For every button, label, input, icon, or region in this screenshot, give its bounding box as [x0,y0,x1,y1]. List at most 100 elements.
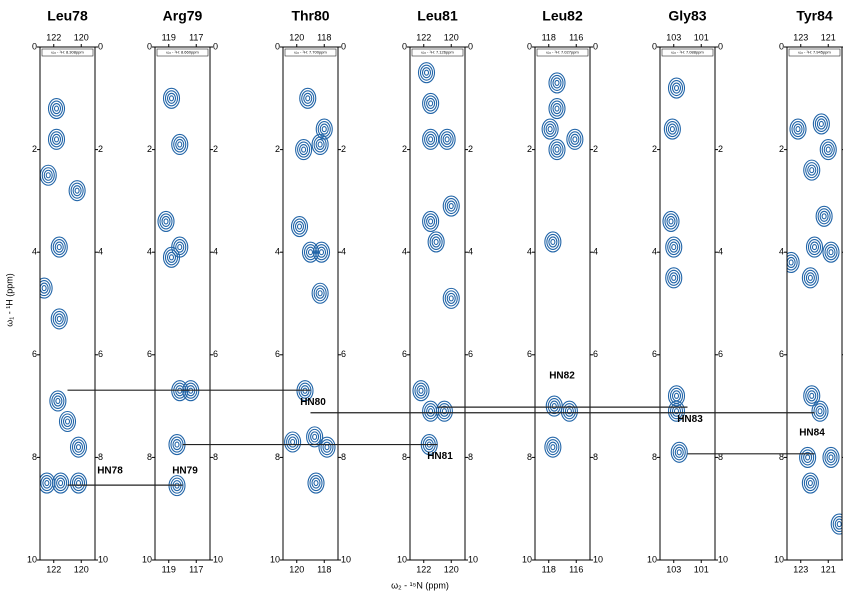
y-tick-label: 0 [147,41,152,51]
contour [42,286,46,291]
strip-header: ω₂ - ¹H: 7.027ppm [546,50,579,55]
y-tick-label: 6 [652,349,657,359]
peaks [413,63,459,455]
y-tick-label: 4 [402,247,407,257]
peak [567,129,583,149]
contour [322,127,326,132]
y-tick-label: 8 [593,452,598,462]
x-tick-label: 116 [569,564,583,574]
y-tick-label: 6 [779,349,784,359]
y-tick-label: 4 [213,247,218,257]
contour [806,455,810,460]
peak [312,283,328,303]
contour [57,478,65,488]
contour [440,406,448,416]
y-tick-label: 4 [341,247,346,257]
contour [73,186,81,196]
peak [783,252,799,272]
contour [44,170,52,180]
peak [439,129,455,149]
contour [837,522,841,527]
contour [429,219,433,224]
contour [311,432,319,442]
contour [173,440,181,450]
contour [548,127,552,132]
strip-header: ω₂ - ¹H: 8.660ppm [166,50,199,55]
peak [319,437,335,457]
y-tick-label: 6 [527,349,532,359]
y-tick-label: 10 [468,554,478,564]
contour [296,222,304,232]
y-tick-label: 4 [779,247,784,257]
y-tick-label: 6 [98,349,103,359]
contour [170,255,174,260]
peak [823,447,839,467]
contour [829,250,833,255]
y-tick-label: 0 [652,41,657,51]
contour [298,224,302,229]
contour [423,68,431,78]
peaks [158,88,199,495]
contour [573,137,577,142]
y-tick-label: 4 [468,247,473,257]
contour [43,478,51,488]
contour [672,245,676,250]
y-tick-label: 8 [147,452,152,462]
contour [170,96,174,101]
contour [449,204,453,209]
peak [285,432,301,452]
contour [40,283,48,293]
contour [427,406,435,416]
peaks [285,88,335,493]
y-tick-label: 8 [98,452,103,462]
y-tick-label: 6 [147,349,152,359]
contour [824,145,832,155]
x-tick-label: 103 [666,564,681,574]
strip-header: ω₂ - ¹H: 8.308ppm [51,50,84,55]
y-tick-label: 10 [341,554,351,564]
x-tick-label: 118 [542,32,556,42]
contour [672,275,676,280]
y-tick-label: 10 [142,554,152,564]
contour [551,445,555,450]
contour [808,165,816,175]
x-tick-label: 117 [189,564,203,574]
peak [831,514,843,534]
x-tick-label: 120 [289,564,304,574]
peak [164,88,180,108]
contour [826,147,830,152]
contour [806,478,814,488]
contour [289,437,297,447]
contour [175,442,179,447]
peak [663,211,679,231]
contour [56,398,60,403]
contour [810,168,814,173]
y-tick-label: 4 [275,247,280,257]
contour [806,273,814,283]
contour [549,237,557,247]
y-tick-label: 0 [98,41,103,51]
peak [669,386,685,406]
peak [436,401,452,421]
y-tick-label: 8 [341,452,346,462]
y-tick-label: 10 [98,554,108,564]
contour [675,393,679,398]
peak [669,78,685,98]
strip-title: Leu78 [47,8,88,24]
y-tick-label: 6 [718,349,723,359]
strip-header: ω₂ - ¹H: 7.126ppm [421,50,454,55]
contour [291,440,295,445]
peak [804,386,820,406]
y-tick-label: 2 [402,144,407,154]
peak [164,247,180,267]
contour [553,104,561,114]
peak [820,140,836,160]
chart: ω₂ - ¹⁵N (ppm) ω₁ - ¹H (ppm) Leu78ω₂ - ¹… [0,0,843,593]
y-tick-label: 10 [718,554,728,564]
y-tick-label: 2 [275,144,280,154]
y-tick-label: 2 [779,144,784,154]
y-tick-label: 0 [32,41,37,51]
peak [664,119,680,139]
x-tick-label: 122 [416,32,431,42]
contour [552,404,556,409]
